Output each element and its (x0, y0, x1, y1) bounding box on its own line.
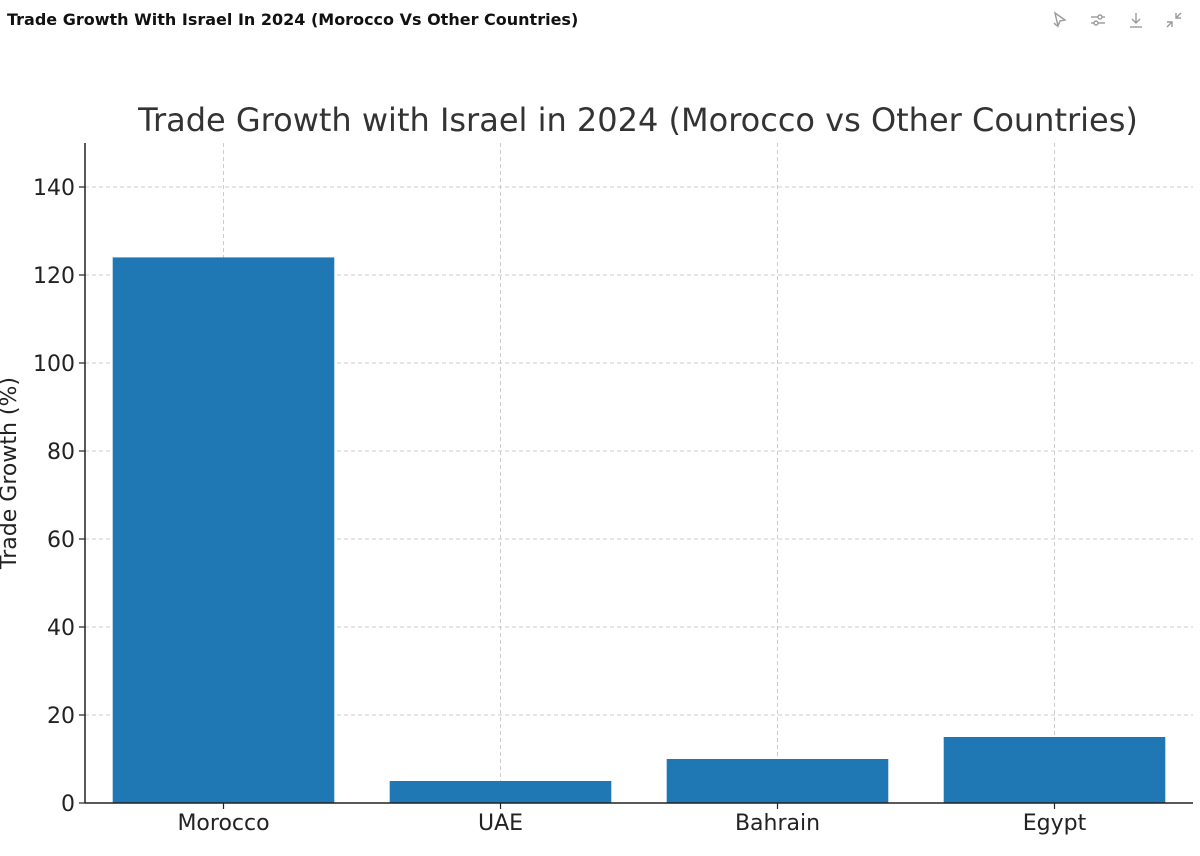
download-button[interactable] (1124, 8, 1148, 32)
y-tick-label: 60 (47, 528, 75, 553)
y-tick-label: 140 (33, 176, 75, 201)
y-tick-label: 120 (33, 264, 75, 289)
y-axis-label: Trade Growth (%) (0, 377, 22, 570)
chart-toolbar (1048, 8, 1186, 32)
y-tick-label: 0 (61, 792, 75, 817)
bar-uae[interactable] (389, 781, 612, 803)
bar-bahrain[interactable] (666, 759, 889, 803)
download-icon (1130, 13, 1142, 28)
collapse-button[interactable] (1162, 8, 1186, 32)
y-tick-label: 100 (33, 352, 75, 377)
settings-sliders-icon (1091, 14, 1105, 26)
y-tick-label: 80 (47, 440, 75, 465)
y-tick-label: 40 (47, 616, 75, 641)
interactive-mode-icon (1053, 11, 1067, 29)
x-tick-label: Morocco (177, 811, 269, 836)
y-tick-label: 20 (47, 704, 75, 729)
x-tick-label: Egypt (1023, 811, 1087, 836)
interactive-mode-button[interactable] (1048, 8, 1072, 32)
chart-title: Trade Growth with Israel in 2024 (Morocc… (137, 101, 1138, 139)
x-tick-label: UAE (478, 811, 523, 836)
window-title: Trade Growth With Israel In 2024 (Morocc… (7, 10, 579, 29)
collapse-icon (1166, 12, 1182, 28)
chart-settings-button[interactable] (1086, 8, 1110, 32)
window-header: Trade Growth With Israel In 2024 (Morocc… (0, 0, 1200, 40)
bar-egypt[interactable] (943, 737, 1166, 803)
x-tick-label: Bahrain (735, 811, 820, 836)
bar-morocco[interactable] (112, 257, 335, 803)
